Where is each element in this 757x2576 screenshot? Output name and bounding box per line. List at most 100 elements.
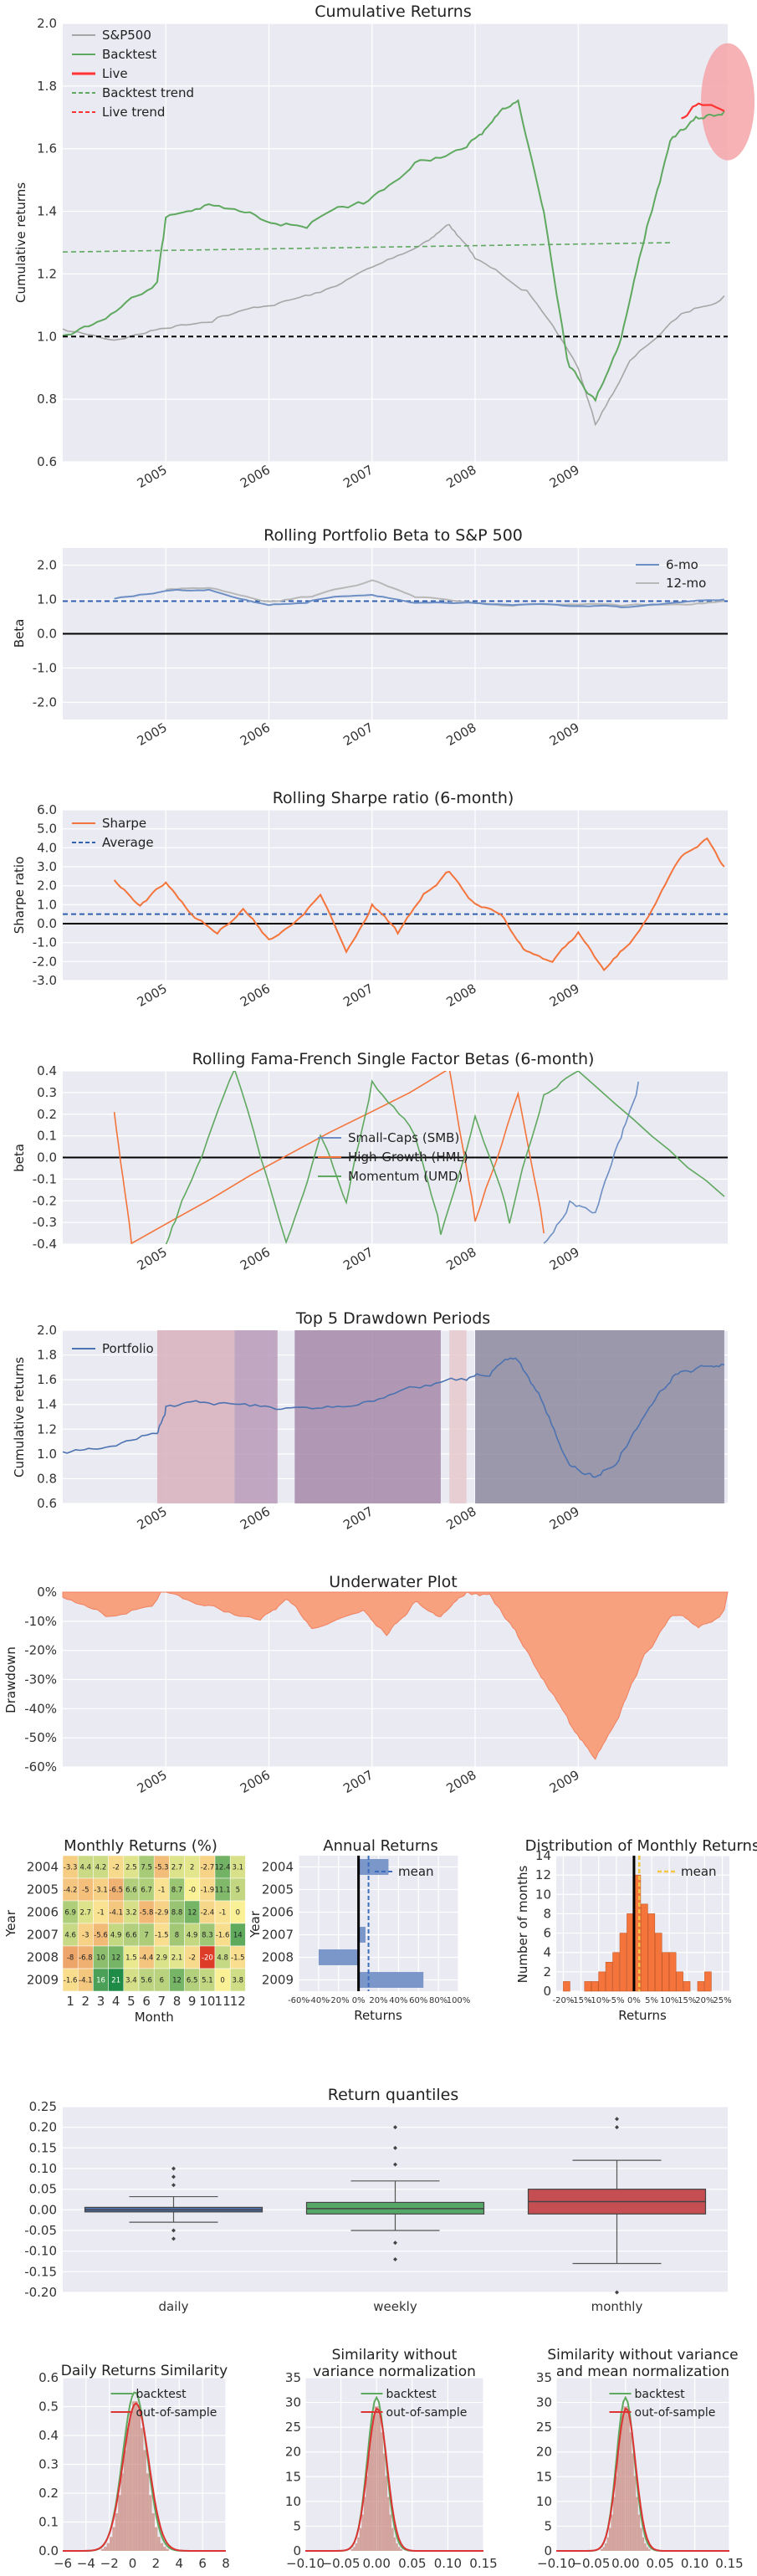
sim-daily-hist-bar (131, 2401, 136, 2551)
sharpe-xtick: 2008 (443, 981, 478, 1010)
dist-bar (647, 1913, 656, 1992)
sim-novar-nomean-xtick: 0.15 (715, 2556, 743, 2571)
beta-ytick: -2.0 (33, 695, 57, 710)
sim-daily-hist-bar (118, 2495, 121, 2551)
dist-bar (627, 1913, 634, 1992)
sim-novar-xtick: −0.05 (322, 2556, 361, 2571)
sharpe-xtick: 2007 (340, 981, 376, 1010)
sim-novar-hist-bar (381, 2432, 383, 2551)
cumulative-legend-label: S&P500 (102, 28, 151, 43)
heatmap-cell-label: 10 (96, 1954, 105, 1963)
underwater-ytick: -40% (24, 1701, 57, 1716)
dist-bar (591, 1981, 599, 1992)
box-outlier (615, 2290, 619, 2295)
cumulative-ytick: 1.2 (37, 266, 57, 281)
dist-xtick: -5% (608, 1996, 624, 2005)
quantiles-xtick: daily (159, 2299, 189, 2314)
underwater-area (62, 1591, 729, 1760)
heatmap-cell-label: 0 (220, 1977, 224, 1985)
dd-ytick: 2.0 (37, 1323, 57, 1338)
dd-xtick: 2007 (340, 1503, 376, 1533)
sim-daily-hist-bar (157, 2537, 161, 2551)
annual-bar (358, 1859, 389, 1875)
quantiles-ytick: -0.10 (24, 2244, 57, 2259)
annual-year-label: 2004 (262, 1860, 294, 1875)
box-outlier (393, 2162, 397, 2167)
sim-daily-ytick: 0.1 (38, 2515, 59, 2530)
dist-bar (704, 1971, 712, 1992)
sim-daily-xtick: 4 (176, 2556, 184, 2571)
box-outlier (393, 2257, 397, 2262)
dist-bar (662, 1952, 669, 1992)
beta-xtick: 2008 (443, 720, 478, 749)
annual-bar (318, 1949, 359, 1965)
heatmap-col-label: 1 (66, 1994, 74, 2009)
ff-ytick: -0.3 (33, 1215, 57, 1230)
drawdown-period-0 (156, 1330, 235, 1503)
underwater-xtick: 2009 (547, 1767, 582, 1796)
sim-novar-nomean-hist-bar (619, 2432, 621, 2551)
dist-xtick: 5% (645, 1996, 658, 2005)
sim-novar-ytick: 20 (285, 2445, 301, 2460)
beta-xtick: 2007 (340, 720, 376, 749)
cumulative-ytick: 2.0 (37, 16, 57, 31)
sim-daily-ytick: 0.2 (38, 2486, 59, 2501)
quantiles-xtick: monthly (591, 2299, 643, 2314)
heatmap-cell-label: -4.4 (140, 1954, 154, 1963)
sim-novar-hist-bar (393, 2537, 396, 2551)
sim-novar-nomean-ytick: 30 (536, 2395, 552, 2410)
dist-xtick: 15% (678, 1996, 696, 2005)
sim-novar-hist-bar (386, 2497, 390, 2551)
sim-daily-legend-label: out-of-sample (136, 2406, 217, 2420)
heatmap-col-label: 5 (127, 1994, 136, 2009)
sim-novar-nomean-hist-bar (646, 2547, 649, 2551)
sharpe-ytick: -3.0 (33, 973, 57, 988)
heatmap-cell-label: 6.6 (125, 1887, 137, 1895)
quantiles-ytick: -0.05 (24, 2223, 57, 2238)
ff-legend-label: High-Growth (HML) (348, 1150, 468, 1165)
sim-novar-nomean-ytick: 10 (536, 2494, 552, 2509)
sim-novar-nomean-title: and mean normalization (556, 2363, 729, 2380)
sim-daily-hist-bar (137, 2410, 141, 2551)
beta-6mo-line (114, 588, 725, 609)
dd-title: Top 5 Drawdown Periods (295, 1309, 490, 1328)
dd-xtick: 2008 (443, 1503, 478, 1533)
sim-daily-hist-bar (146, 2473, 150, 2551)
sim-daily-hist-bar (106, 2543, 110, 2551)
sim-novar-nomean-ytick: 20 (536, 2445, 552, 2460)
beta-legend-label: 12-mo (666, 576, 706, 591)
heatmap-cell-label: 8.7 (171, 1887, 183, 1895)
dd-ytick: 0.8 (37, 1471, 57, 1486)
underwater-xtick: 2006 (238, 1767, 273, 1796)
sharpe-line (113, 837, 725, 971)
sim-novar-nomean-xtick: −0.05 (571, 2556, 610, 2571)
cumulative-plot-area (63, 23, 728, 462)
sim-daily-xtick: −4 (77, 2556, 95, 2571)
sim-daily-oos-curve (63, 2402, 226, 2552)
heatmap-cell-label: 7 (144, 1932, 148, 1940)
heatmap-cell-label: 8.3 (202, 1932, 213, 1940)
sim-novar-hist-bar (370, 2432, 373, 2551)
underwater-ytick: -30% (24, 1672, 57, 1687)
sharpe-legend-label: Average (102, 835, 154, 850)
sharpe-ytick: 4.0 (37, 840, 57, 855)
underwater-ytick: -20% (24, 1643, 57, 1658)
sim-novar-nomean-hist-bar (632, 2453, 634, 2551)
ff-ylabel: beta (12, 1144, 27, 1172)
dd-ytick: 0.6 (37, 1496, 57, 1511)
sim-daily-hist-bar (151, 2513, 155, 2551)
heatmap-row-label: 2008 (27, 1950, 59, 1965)
heatmap-cell-label: -6.5 (109, 1887, 123, 1895)
quantiles-ytick: 0.20 (29, 2120, 57, 2135)
quantiles-ytick: 0.05 (29, 2182, 57, 2197)
sim-novar-nomean-hist-bar (633, 2476, 637, 2551)
ff-xtick: 2009 (547, 1244, 582, 1273)
sim-novar-nomean-hist-bar (600, 2548, 603, 2551)
sim-daily-hist-bar (123, 2450, 127, 2551)
dist-xtick: 20% (695, 1996, 714, 2005)
drawdown-period-1 (234, 1330, 278, 1503)
ff-xtick: 2006 (238, 1244, 273, 1273)
annual-xtick: 20% (369, 1996, 387, 2005)
sim-novar-nomean-ytick: 0 (544, 2543, 552, 2558)
heatmap-cell-label: 4.6 (64, 1932, 76, 1940)
